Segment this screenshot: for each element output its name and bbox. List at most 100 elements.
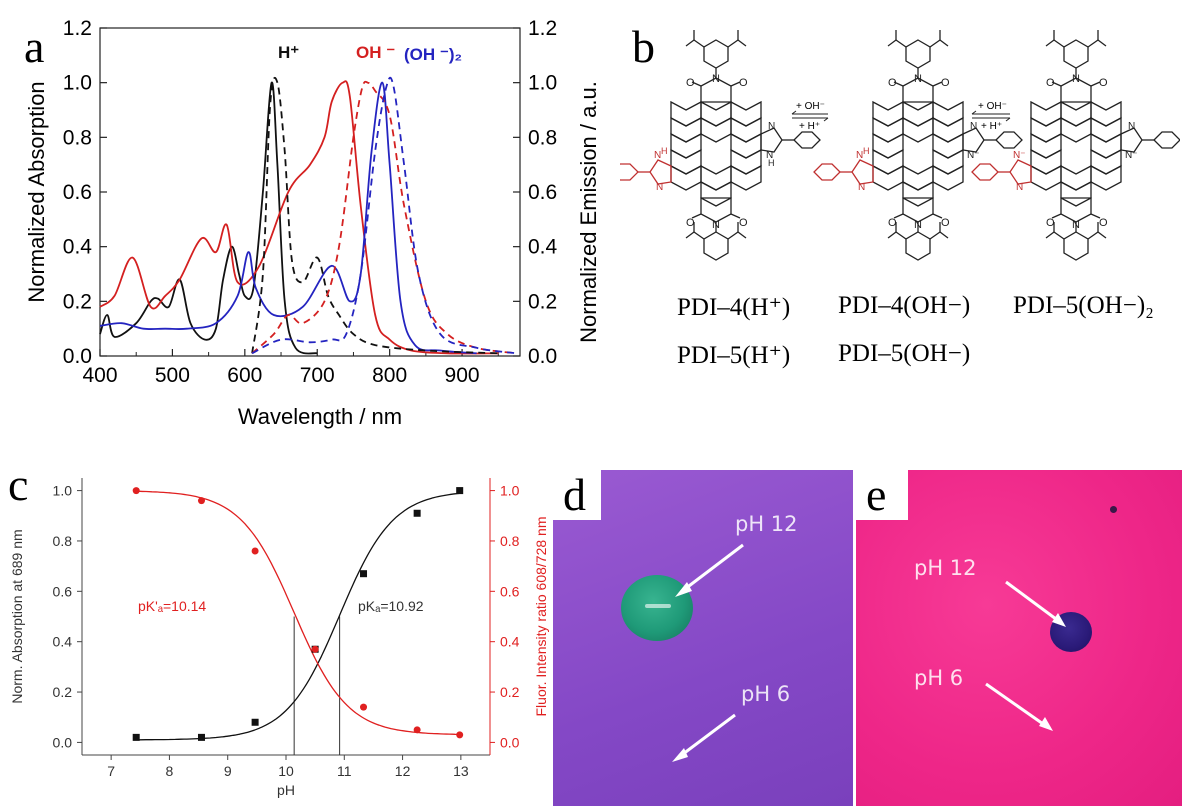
y-tick-label: 0.8 [63,126,92,149]
pka-black-annotation: pKₐ=10.92 [358,598,424,614]
svg-text:N: N [656,182,663,193]
x-tick-label: 10 [278,763,294,779]
x-tick-label: 800 [372,364,407,387]
pdi-structures: O O N O O N N N H N H N [620,29,1180,261]
equilibrium-arrow-2: + OH⁻ + H⁺ [971,101,1011,132]
series-line-4 [251,80,517,355]
chart-a: 400 500 600 700 800 900 0.0 0.0 0.2 0.2 0.4 0.4 0.6 0… [24,17,601,429]
y2-tick-label: 0.6 [528,181,557,204]
panel-label-a: a [24,21,45,72]
svg-text:N: N [654,150,661,161]
photo-e-label-ph6: pH 6 [914,666,964,690]
svg-text:N⁻: N⁻ [1013,150,1026,161]
svg-text:N⁻: N⁻ [1125,150,1138,161]
data-point-fluorescence [456,731,464,739]
x-axis-label: pH [277,782,295,798]
svg-text:N⁻: N⁻ [967,150,980,161]
y2-tick-label: 0.0 [528,345,557,368]
series-line-1 [99,80,499,355]
x-axis-label: Wavelength / nm [238,404,402,429]
photo-e-label-ph12: pH 12 [914,556,977,580]
label-pdi5-h: PDI–5(H⁺) [677,342,791,369]
data-point-absorption [132,733,140,741]
y2-tick-label: 0.2 [500,684,520,700]
y-axis-label: Norm. Absorption at 689 nm [9,529,25,703]
x-tick-label: 13 [453,763,469,779]
droplet-highlight [645,604,671,608]
x-tick-label: 700 [300,364,335,387]
svg-text:N: N [768,121,775,132]
y2-axis-label: Fluor. Intensity ratio 608/728 nm [533,517,549,717]
x-tick-label: 7 [107,763,115,779]
svg-text:N: N [1128,121,1135,132]
label-pdi5-oh2: PDI–5(OH−)₂ [1013,292,1154,319]
photo-d-letter-bg [553,470,601,520]
panel-label-d: d [563,469,586,520]
y-tick-label: 1.0 [63,72,92,95]
y2-tick-label: 0.6 [500,583,520,599]
legend-oh: OH ⁻ [356,43,395,62]
x-tick-label: 12 [395,763,411,779]
y-tick-label: 0.8 [53,533,73,549]
data-point-fluorescence [413,726,421,734]
data-point-fluorescence [251,547,259,555]
y2-tick-label: 1.0 [500,483,520,499]
photo-e: pH 12 pH 6 [856,470,1182,806]
y-tick-label: 0.6 [63,181,92,204]
data-point-fluorescence [311,645,319,653]
label-pdi4-oh: PDI–4(OH−) [838,292,971,319]
x-tick-label: 600 [227,364,262,387]
equilibrium-arrow-1: + OH⁻ + H⁺ [791,101,829,132]
arrow-1-top: + OH⁻ [796,101,825,112]
y2-tick-label: 0.8 [500,533,520,549]
data-point-absorption [360,570,368,578]
y2-tick-label: 0.4 [500,634,520,650]
chart-c: 7 8 9 10 11 12 13 0.0 0.0 0.2 0.2 0.4 0.4 0.6 0.6 0.8 0.… [9,478,549,798]
panel-label-b: b [632,21,655,72]
photo-d-label-ph6: pH 6 [741,682,791,706]
y-tick-label: 1.2 [63,17,92,40]
data-point-fluorescence [360,703,368,711]
y-axis-label: Normalized Absorption [24,81,49,302]
y-tick-label: 0.6 [53,583,73,599]
svg-text:N: N [856,150,863,161]
svg-text:H: H [661,146,668,156]
x-tick-label: 500 [155,364,190,387]
x-tick-label: 11 [337,763,352,779]
arrow-2-bottom: + H⁺ [981,121,1002,132]
y-tick-label: 1.0 [53,483,73,499]
series-line-0 [99,81,318,355]
data-point-absorption [251,718,259,726]
y-tick-label: 0.4 [53,634,73,650]
label-pdi5-oh: PDI–5(OH−) [838,340,971,367]
data-point-absorption [456,487,464,495]
y-tick-label: 0.0 [53,734,73,750]
svg-text:N: N [766,150,773,161]
label-pdi4-h: PDI–4(H⁺) [677,294,791,321]
data-point-absorption [197,733,205,741]
photo-d-arrows [672,543,744,762]
legend-oh2: (OH ⁻)₂ [404,45,462,64]
photo-e-arrows [985,580,1066,731]
x-tick-label: 400 [82,364,117,387]
data-point-absorption [413,509,421,517]
fit-curve-absorption [134,492,461,741]
panel-label-e: e [866,469,887,520]
data-point-fluorescence [197,497,205,505]
series-line-3 [251,76,499,355]
x-tick-label: 900 [445,364,480,387]
x-tick-label: 8 [166,763,174,779]
fit-curve-fluorescence [134,490,461,736]
photo-d-label-ph12: pH 12 [735,512,798,536]
svg-text:N: N [1016,182,1023,193]
pka-red-annotation: pK'ₐ=10.14 [138,598,206,614]
droplet-green [621,575,693,641]
y-tick-label: 0.0 [63,345,92,368]
svg-text:H: H [863,146,870,156]
y2-tick-label: 0.8 [528,126,557,149]
series-line-2 [99,81,477,355]
photo-d: pH 12 pH 6 [553,470,853,806]
legend-h: H⁺ [278,43,299,62]
panel-label-c: c [8,459,29,510]
y2-tick-label: 1.2 [528,17,557,40]
